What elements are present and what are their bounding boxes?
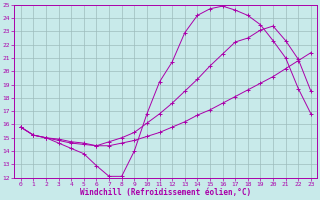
X-axis label: Windchill (Refroidissement éolien,°C): Windchill (Refroidissement éolien,°C) [80, 188, 252, 197]
